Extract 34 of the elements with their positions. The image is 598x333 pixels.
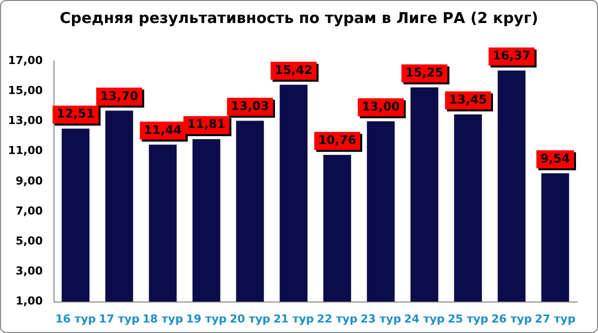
x-tick-label: 20 тур xyxy=(230,312,270,326)
x-tick-label: 21 тур xyxy=(273,312,314,326)
x-tick-label: 27 тур xyxy=(534,312,576,326)
x-tick-label: 23 тур xyxy=(360,312,402,326)
y-tick-label: 3,00 xyxy=(16,264,44,278)
y-tick-label: 17,00 xyxy=(8,54,44,67)
y-tick-label: 11,00 xyxy=(8,144,44,158)
x-tick-label: 22 тур xyxy=(316,312,358,326)
data-label: 9,54 xyxy=(540,151,570,166)
data-label: 12,51 xyxy=(56,106,95,121)
y-tick-label: 13,00 xyxy=(8,114,44,128)
chart-title: Средняя результативность по турам в Лиге РА (2 круг) xyxy=(58,9,540,27)
x-tick-label: 17 тур xyxy=(98,312,140,326)
data-label: 16,37 xyxy=(492,48,531,63)
y-tick-label: 9,00 xyxy=(16,174,44,188)
data-label: 13,45 xyxy=(449,92,487,107)
x-tick-label: 18 тур xyxy=(142,312,184,326)
data-label: 13,00 xyxy=(362,99,400,114)
y-tick-label: 7,00 xyxy=(16,204,44,218)
data-label: 13,03 xyxy=(231,98,269,113)
data-label: 11,81 xyxy=(187,117,226,132)
y-tick-label: 1,00 xyxy=(16,294,44,308)
y-tick-label: 5,00 xyxy=(16,234,44,248)
x-tick-label: 19 тур xyxy=(186,312,227,326)
y-tick-label: 15,00 xyxy=(8,84,44,97)
x-tick-label: 25 тур xyxy=(448,312,488,326)
data-label: 11,44 xyxy=(144,122,182,137)
x-tick-label: 24 тур xyxy=(404,312,445,326)
data-label: 15,25 xyxy=(405,65,444,80)
data-label: 15,42 xyxy=(274,62,313,77)
data-label: 10,76 xyxy=(318,133,356,148)
x-tick-label: 26 тур xyxy=(491,312,532,326)
x-tick-label: 16 тур xyxy=(55,312,96,326)
data-label: 13,70 xyxy=(100,88,138,103)
